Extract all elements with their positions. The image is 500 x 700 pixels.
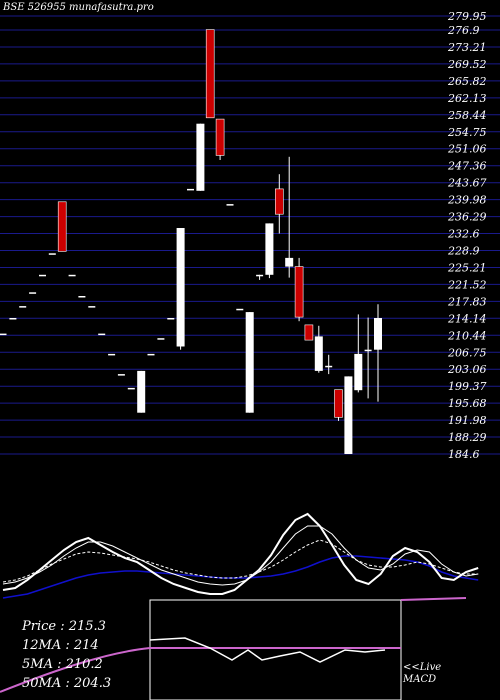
- y-tick-label: 199.37: [448, 380, 487, 393]
- candle-body: [117, 374, 125, 376]
- candle-body: [196, 123, 205, 191]
- candle-body: [137, 370, 146, 413]
- candle-body: [167, 318, 175, 320]
- y-tick-label: 251.06: [447, 143, 487, 156]
- y-tick-label: 262.13: [447, 92, 487, 105]
- candle-body: [245, 312, 254, 413]
- y-tick-label: 228.9: [447, 245, 480, 258]
- candle-body: [98, 333, 106, 336]
- candle-body: [304, 324, 314, 341]
- macd-signal-line-right: [400, 597, 467, 601]
- candle-body: [364, 349, 372, 352]
- macd-live-label: <<Live: [403, 662, 442, 673]
- indicator-stats: Price : 215.3 12MA : 214 5MA : 210.2 50M…: [22, 617, 111, 693]
- candle-body: [325, 365, 333, 368]
- y-tick-label: 276.9: [447, 24, 480, 37]
- price-line: [2, 512, 479, 595]
- price-gridlines: [0, 15, 500, 455]
- y-tick-label: 203.06: [447, 363, 487, 376]
- candle-body: [68, 274, 76, 277]
- y-tick-label: 273.21: [447, 41, 487, 54]
- candle-body: [29, 292, 37, 294]
- candle-body: [344, 376, 353, 454]
- macd-line: [149, 637, 386, 663]
- y-tick-label: 191.98: [448, 414, 487, 427]
- candle-body: [78, 296, 86, 298]
- macd-legend: <<Live MACD: [403, 662, 441, 686]
- candle-body: [274, 188, 284, 215]
- candle-body: [215, 118, 225, 156]
- candle-body: [314, 336, 323, 371]
- candle-body: [354, 353, 363, 391]
- y-tick-label: 221.52: [447, 278, 487, 291]
- y-tick-label: 258.44: [447, 109, 487, 122]
- candle-body: [48, 253, 56, 255]
- macd-name-label: MACD: [403, 674, 437, 685]
- y-tick-label: 236.29: [447, 211, 487, 224]
- y-tick-label: 210.44: [447, 329, 487, 342]
- candle-body: [88, 306, 96, 308]
- y-tick-label: 254.75: [447, 126, 487, 139]
- ma12-line: [2, 539, 479, 583]
- y-tick-label: 239.98: [447, 194, 487, 207]
- y-tick-label: 217.83: [447, 295, 487, 308]
- y-tick-label: 214.14: [447, 312, 487, 325]
- candle-body: [205, 29, 215, 119]
- stat-5ma: 5MA : 210.2: [22, 657, 103, 672]
- macd-signal-line: [0, 647, 401, 693]
- y-tick-label: 265.82: [447, 75, 487, 88]
- candle-body: [285, 257, 294, 267]
- candle-body: [39, 274, 46, 277]
- candle-body: [108, 353, 116, 356]
- candle-body: [57, 201, 67, 252]
- candle-body: [147, 353, 155, 356]
- y-tick-label: 188.29: [448, 431, 487, 444]
- y-tick-label: 184.6: [448, 448, 480, 461]
- candle-body: [187, 188, 194, 191]
- ma5-line: [2, 525, 479, 586]
- macd-frame: [149, 599, 402, 700]
- candle-body: [226, 204, 234, 206]
- candle-body: [256, 274, 264, 277]
- y-tick-label: 195.68: [448, 397, 487, 410]
- indicator-lines: [2, 512, 479, 599]
- stat-12ma: 12MA : 214: [22, 638, 99, 653]
- y-tick-label: 279.95: [447, 10, 487, 23]
- y-tick-label: 243.67: [447, 177, 487, 190]
- stat-price: Price : 215.3: [22, 619, 106, 634]
- candle-body: [265, 223, 274, 275]
- candle-body: [294, 266, 304, 318]
- candle-body: [19, 306, 27, 308]
- y-tick-label: 206.75: [447, 346, 487, 359]
- stat-50ma: 50MA : 204.3: [22, 676, 112, 691]
- candle-body: [236, 308, 244, 311]
- candle-body: [0, 333, 7, 336]
- candle-body: [9, 318, 17, 320]
- candle-body: [157, 338, 165, 340]
- candle-body: [127, 387, 135, 390]
- y-tick-label: 247.36: [447, 160, 487, 173]
- chart-title: BSE 526955 munafasutra.pro: [3, 2, 154, 13]
- y-tick-label: 232.6: [447, 228, 480, 241]
- macd-panel: [0, 597, 467, 700]
- candle-body: [334, 389, 343, 418]
- candlestick-series: [0, 29, 382, 454]
- candle-body: [374, 318, 382, 350]
- candle-body: [176, 228, 185, 347]
- y-tick-label: 225.21: [447, 262, 487, 275]
- y-tick-label: 269.52: [447, 58, 487, 71]
